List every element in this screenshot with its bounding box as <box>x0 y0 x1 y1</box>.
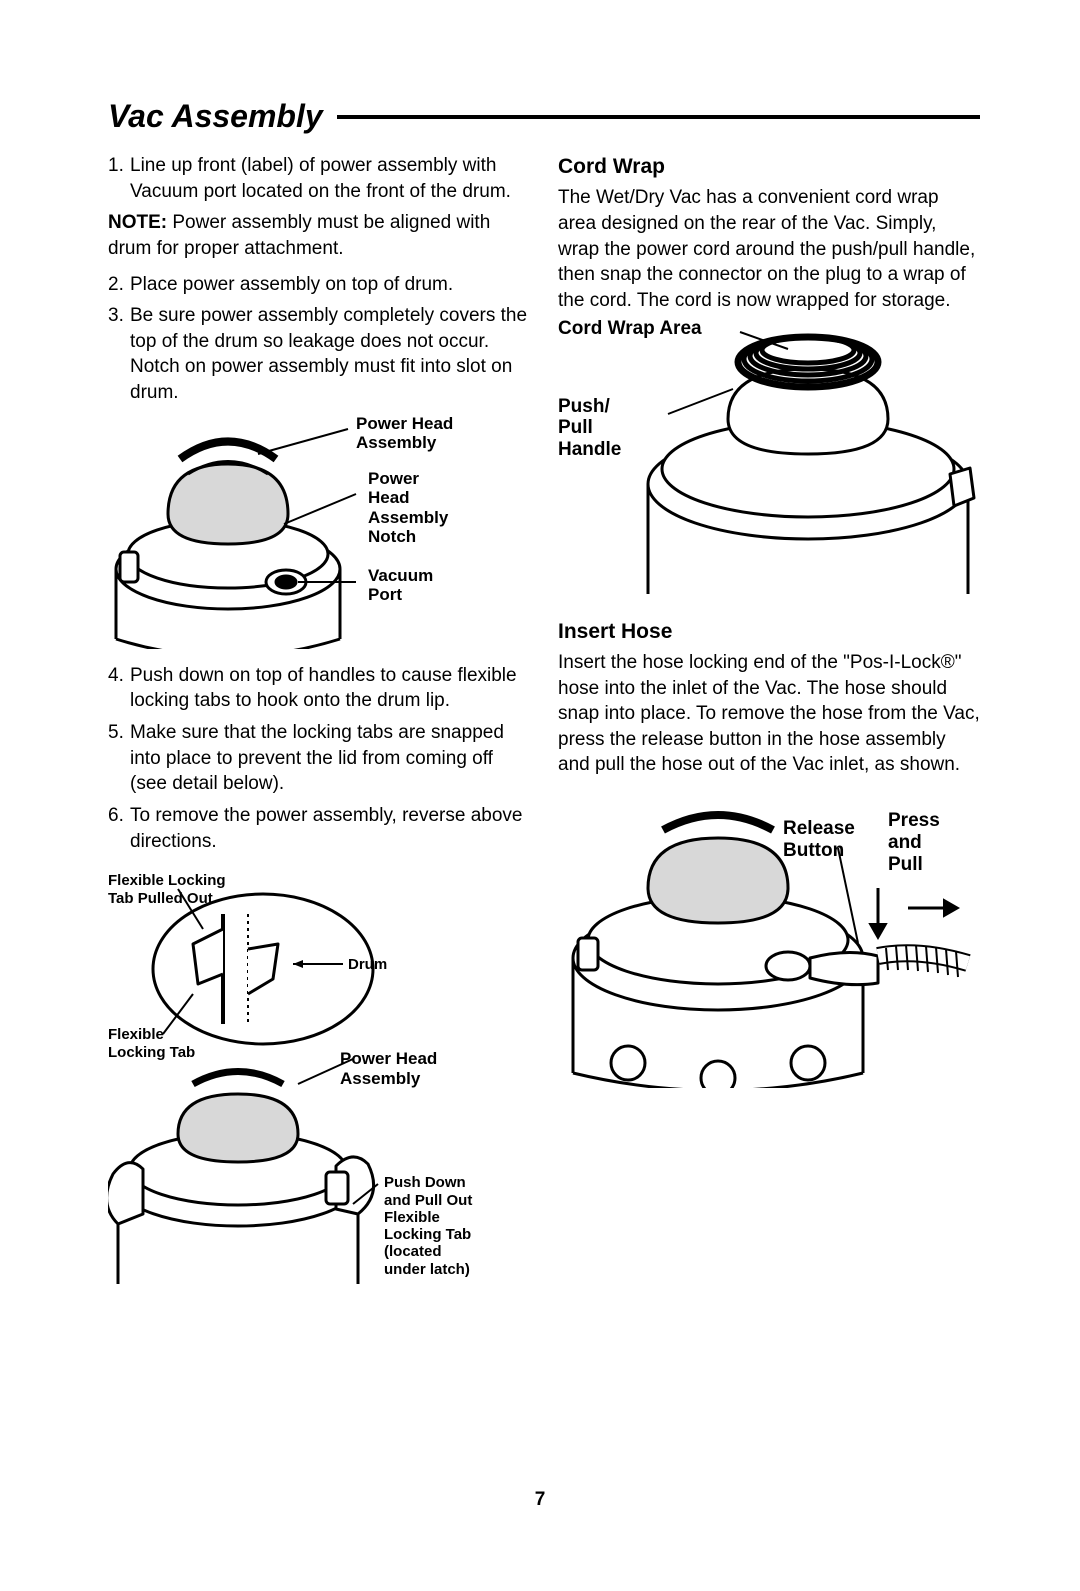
step-number: 2. <box>108 272 130 298</box>
note-label: NOTE: <box>108 212 167 233</box>
step-number: 6. <box>108 803 130 854</box>
label-power-head-assembly-2: Power Head Assembly <box>340 1049 437 1088</box>
figure-cord-wrap: Cord Wrap Area Push/ Pull Handle <box>558 324 980 604</box>
step-text: Push down on top of handles to cause fle… <box>130 663 530 714</box>
step-3: 3. Be sure power assembly completely cov… <box>108 303 530 406</box>
left-column: 1. Line up front (label) of power assemb… <box>108 153 530 1308</box>
page: Vac Assembly 1. Line up front (label) of… <box>0 0 1080 1368</box>
step-number: 4. <box>108 663 130 714</box>
right-column: Cord Wrap The Wet/Dry Vac has a convenie… <box>558 153 980 1308</box>
page-title: Vac Assembly <box>108 98 337 135</box>
step-text: Line up front (label) of power assembly … <box>130 153 530 204</box>
label-drum: Drum <box>348 956 387 973</box>
step-number: 3. <box>108 303 130 406</box>
insert-hose-heading: Insert Hose <box>558 618 980 646</box>
step-text: Make sure that the locking tabs are snap… <box>130 720 530 797</box>
step-1: 1. Line up front (label) of power assemb… <box>108 153 530 204</box>
step-6: 6. To remove the power assembly, reverse… <box>108 803 530 854</box>
label-power-head-assembly: Power Head Assembly <box>356 414 453 453</box>
label-power-head-assembly-notch: Power Head Assembly Notch <box>368 469 448 547</box>
title-row: Vac Assembly <box>108 98 980 135</box>
title-rule <box>337 115 980 119</box>
figure-power-head: Power Head Assembly Power Head Assembly … <box>108 414 530 649</box>
step-number: 1. <box>108 153 130 204</box>
page-number: 7 <box>0 1489 1080 1511</box>
cord-wrap-body: The Wet/Dry Vac has a convenient cord wr… <box>558 185 980 313</box>
insert-hose-body: Insert the hose locking end of the "Pos-… <box>558 650 980 778</box>
step-4: 4. Push down on top of handles to cause … <box>108 663 530 714</box>
columns: 1. Line up front (label) of power assemb… <box>108 153 980 1308</box>
power-head-diagram <box>108 414 368 649</box>
label-flexible-locking-tab-pulled-out: Flexible Locking Tab Pulled Out <box>108 872 226 907</box>
cord-wrap-diagram <box>558 324 978 604</box>
label-push-down-pull-out: Push Down and Pull Out Flexible Locking … <box>384 1174 472 1278</box>
step-text: Place power assembly on top of drum. <box>130 272 530 298</box>
label-push-pull-handle: Push/ Pull Handle <box>558 396 621 462</box>
label-cord-wrap-area: Cord Wrap Area <box>558 318 702 340</box>
label-flexible-locking-tab: Flexible Locking Tab <box>108 1026 195 1061</box>
label-vacuum-port: Vacuum Port <box>368 566 433 605</box>
label-press-and-pull: Press and Pull <box>888 810 940 876</box>
cord-wrap-heading: Cord Wrap <box>558 153 980 181</box>
figure-insert-hose: Release Button Press and Pull <box>558 788 980 1088</box>
step-text: Be sure power assembly completely covers… <box>130 303 530 406</box>
step-2: 2. Place power assembly on top of drum. <box>108 272 530 298</box>
label-release-button: Release Button <box>783 818 855 862</box>
step-number: 5. <box>108 720 130 797</box>
step-5: 5. Make sure that the locking tabs are s… <box>108 720 530 797</box>
step-text: To remove the power assembly, reverse ab… <box>130 803 530 854</box>
figure-locking-tab: Flexible Locking Tab Pulled Out Drum Fle… <box>108 874 530 1294</box>
note: NOTE: Power assembly must be aligned wit… <box>108 210 530 261</box>
